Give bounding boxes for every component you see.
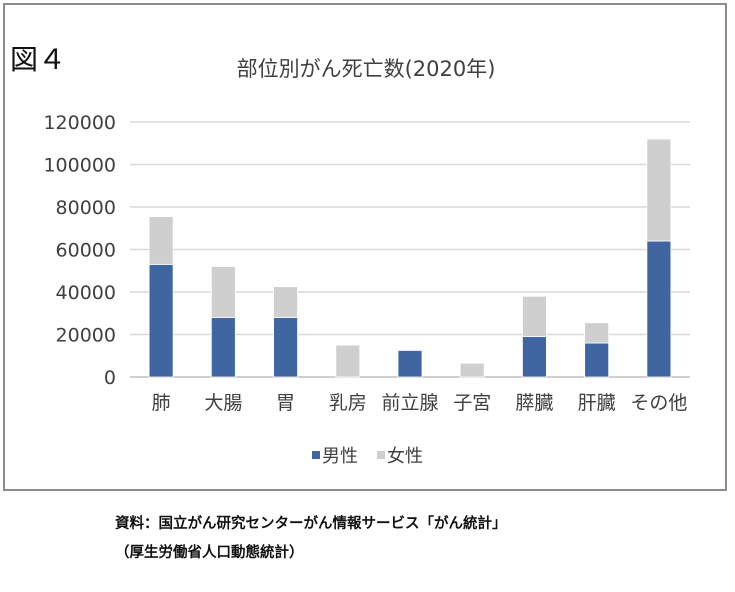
bar-female: [522, 295, 547, 338]
x-tick-label: 子宮: [453, 392, 491, 414]
y-tick-label: 0: [104, 367, 116, 389]
legend: 男性 女性: [312, 446, 423, 467]
y-tick-label: 40000: [56, 282, 116, 304]
x-tick-label: 胃: [276, 392, 295, 414]
bar-male: [397, 350, 423, 378]
bar-male: [210, 317, 236, 378]
bar-male: [522, 336, 547, 378]
bar-male: [646, 240, 672, 378]
y-axis-ticks: 0 20000 40000 60000 80000 100000 120000: [43, 112, 116, 389]
x-axis-ticks: 肺 大腸 胃 乳房 前立腺 子宮 膵臓 肝臓 その他: [152, 392, 688, 414]
legend-swatch-male: [312, 451, 320, 459]
bar-female: [459, 362, 485, 378]
bar-female: [335, 344, 361, 378]
bar-male: [148, 263, 174, 378]
legend-swatch-female: [377, 451, 385, 459]
x-tick-label: 肺: [152, 392, 171, 414]
figure-label: 図４: [10, 43, 67, 76]
bar-female: [584, 322, 610, 344]
bar-female: [273, 286, 298, 318]
legend-label-female: 女性: [387, 446, 423, 467]
x-tick-label: 肝臓: [578, 392, 616, 414]
bars: [148, 138, 672, 378]
chart-title: 部位別がん死亡数(2020年): [237, 57, 496, 81]
x-tick-label: 乳房: [329, 392, 367, 414]
x-tick-label: 膵臓: [515, 392, 553, 414]
y-tick-label: 120000: [43, 112, 116, 134]
bar-female: [210, 266, 236, 318]
bar-male: [584, 342, 610, 378]
y-tick-label: 20000: [56, 325, 116, 347]
legend-label-male: 男性: [322, 446, 358, 467]
y-tick-label: 100000: [43, 155, 116, 177]
source-note-line1: 資料：国立がん研究センターがん情報サービス「がん統計」: [115, 516, 507, 532]
source-note-line2: （厚生労働省人口動態統計）: [115, 545, 304, 561]
x-tick-label: 前立腺: [381, 392, 438, 414]
x-tick-label: 大腸: [204, 392, 242, 414]
stacked-bar-chart: 部位別がん死亡数(2020年) 0 20000 40000 60000 80000 100…: [43, 57, 690, 467]
x-tick-label: その他: [630, 392, 687, 414]
bar-female: [646, 138, 672, 242]
y-tick-label: 60000: [56, 240, 116, 262]
bar-female: [148, 216, 174, 265]
y-tick-label: 80000: [56, 197, 116, 219]
chart-frame: [3, 3, 727, 491]
bar-male: [273, 317, 298, 378]
